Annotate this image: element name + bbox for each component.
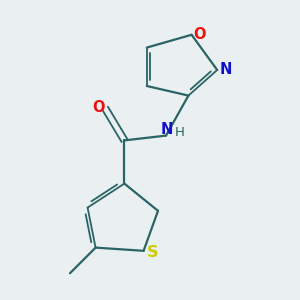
- Text: N: N: [220, 62, 232, 77]
- Text: N: N: [161, 122, 173, 137]
- Text: H: H: [175, 126, 184, 139]
- Text: O: O: [92, 100, 104, 115]
- Text: O: O: [194, 27, 206, 42]
- Text: S: S: [146, 244, 158, 260]
